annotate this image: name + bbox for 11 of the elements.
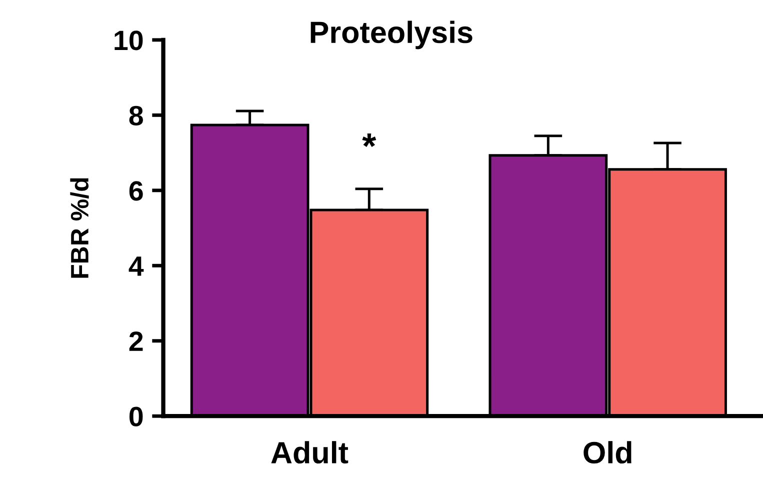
x-tick-label: Old	[584, 441, 632, 464]
y-tick-label: 8	[129, 106, 143, 126]
y-tick-label: 6	[129, 181, 143, 201]
y-axis-title: FBR %/d	[70, 178, 89, 278]
chart-title: Proteolysis	[310, 20, 472, 50]
x-tick-label: Adult	[271, 441, 348, 464]
y-tick-label: 4	[128, 256, 144, 276]
y-tick-label: 2	[129, 332, 143, 351]
y-tick-label: 0	[129, 406, 143, 426]
y-tick-label: 10	[114, 30, 143, 50]
annotation: *	[362, 134, 376, 147]
